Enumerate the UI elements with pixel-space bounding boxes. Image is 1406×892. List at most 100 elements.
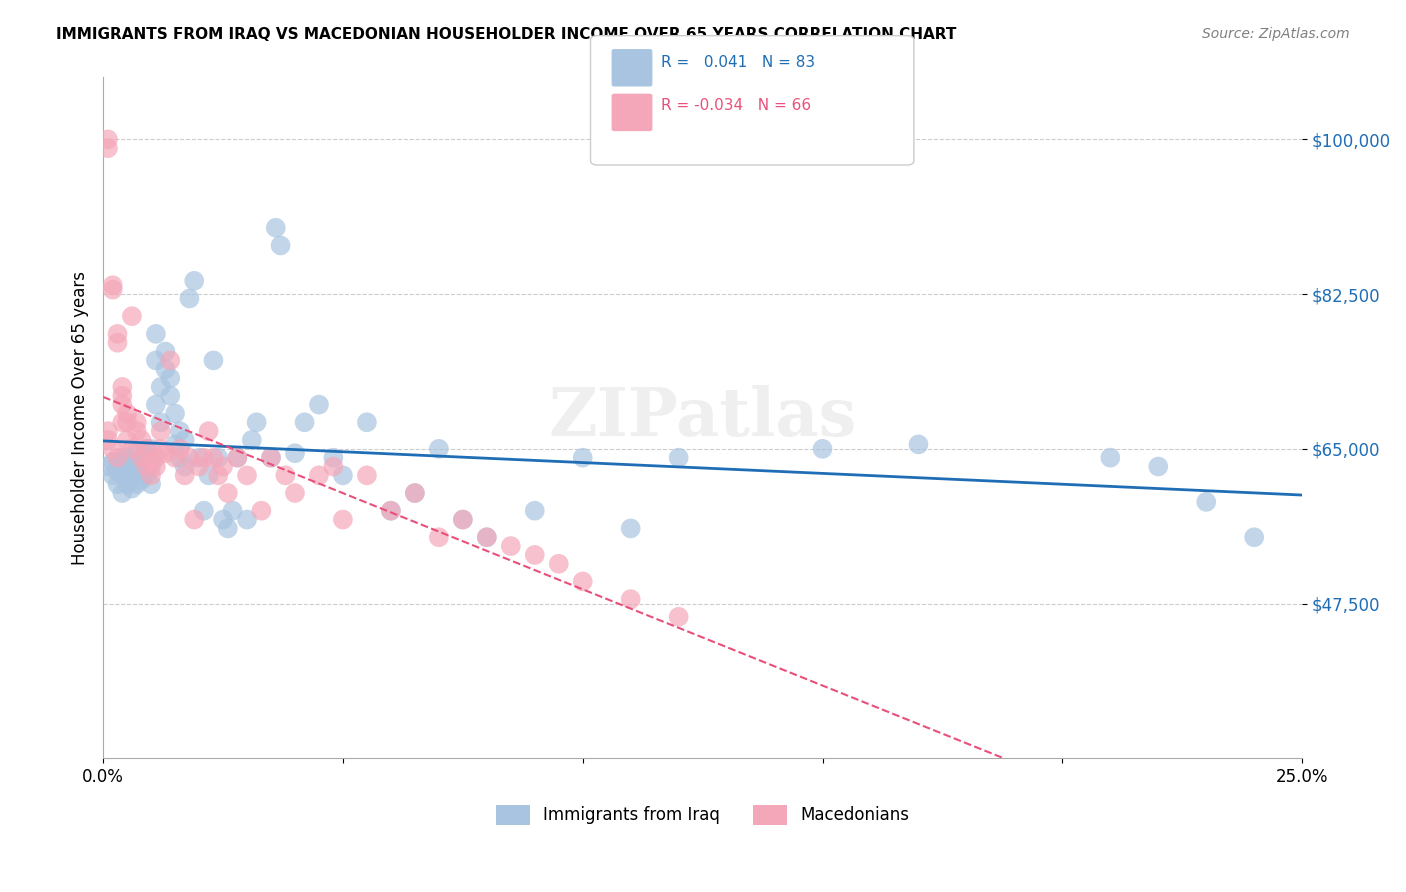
Point <box>111 468 134 483</box>
Point <box>135 459 157 474</box>
Point <box>260 450 283 465</box>
Point <box>111 380 134 394</box>
Point <box>131 459 153 474</box>
Point <box>101 468 124 483</box>
Point <box>107 459 129 474</box>
Point <box>202 450 225 465</box>
Point <box>115 459 138 474</box>
Y-axis label: Householder Income Over 65 years: Householder Income Over 65 years <box>72 271 89 565</box>
Point <box>308 398 330 412</box>
Point <box>107 335 129 350</box>
Point <box>97 424 120 438</box>
Point <box>380 504 402 518</box>
Point <box>308 468 330 483</box>
Point <box>121 309 143 323</box>
Point <box>197 468 219 483</box>
Point <box>668 450 690 465</box>
Point <box>250 504 273 518</box>
Point <box>111 450 134 465</box>
Point <box>107 477 129 491</box>
Point <box>145 450 167 465</box>
Point <box>284 446 307 460</box>
Point <box>451 512 474 526</box>
Point <box>202 353 225 368</box>
Point <box>111 455 134 469</box>
Point <box>404 486 426 500</box>
Point <box>571 574 593 589</box>
Point <box>620 592 643 607</box>
Point <box>145 353 167 368</box>
Point <box>121 482 143 496</box>
Point <box>212 459 235 474</box>
Point <box>620 521 643 535</box>
Point <box>811 442 834 456</box>
Point <box>115 468 138 483</box>
Point <box>322 459 344 474</box>
Point <box>111 389 134 403</box>
Point <box>107 326 129 341</box>
Point <box>115 477 138 491</box>
Point <box>547 557 569 571</box>
Point <box>121 455 143 469</box>
Point <box>145 459 167 474</box>
Point <box>149 415 172 429</box>
Point <box>179 450 201 465</box>
Point <box>135 442 157 456</box>
Point <box>155 362 177 376</box>
Point <box>475 530 498 544</box>
Point <box>236 468 259 483</box>
Point <box>101 283 124 297</box>
Point <box>165 437 187 451</box>
Point <box>107 450 129 465</box>
Point <box>183 512 205 526</box>
Point <box>169 450 191 465</box>
Point <box>356 468 378 483</box>
Point <box>668 610 690 624</box>
Point <box>145 398 167 412</box>
Point <box>139 455 162 469</box>
Point <box>207 450 229 465</box>
Point <box>135 442 157 456</box>
Point <box>571 450 593 465</box>
Text: ZIPatlas: ZIPatlas <box>548 385 856 450</box>
Point <box>284 486 307 500</box>
Point <box>294 415 316 429</box>
Point <box>217 486 239 500</box>
Point <box>125 459 148 474</box>
Point <box>125 415 148 429</box>
Text: Source: ZipAtlas.com: Source: ZipAtlas.com <box>1202 27 1350 41</box>
Point <box>332 468 354 483</box>
Point <box>107 464 129 478</box>
Point <box>260 450 283 465</box>
Point <box>207 468 229 483</box>
Point <box>188 459 211 474</box>
Point <box>221 504 243 518</box>
Point <box>270 238 292 252</box>
Point <box>159 389 181 403</box>
Point <box>179 292 201 306</box>
Point <box>264 220 287 235</box>
Point <box>97 459 120 474</box>
Point <box>149 424 172 438</box>
Point <box>121 468 143 483</box>
Point <box>188 450 211 465</box>
Point <box>226 450 249 465</box>
Point <box>145 326 167 341</box>
Point <box>131 473 153 487</box>
Point <box>193 450 215 465</box>
Point <box>217 521 239 535</box>
Point <box>111 486 134 500</box>
Point <box>139 459 162 474</box>
Point <box>173 459 195 474</box>
Text: R =   0.041   N = 83: R = 0.041 N = 83 <box>661 55 815 70</box>
Point <box>499 539 522 553</box>
Point <box>1147 459 1170 474</box>
Point <box>169 442 191 456</box>
Point <box>197 424 219 438</box>
Point <box>135 468 157 483</box>
Point <box>523 504 546 518</box>
Point <box>1243 530 1265 544</box>
Text: R = -0.034   N = 66: R = -0.034 N = 66 <box>661 98 811 112</box>
Point <box>139 468 162 483</box>
Point <box>159 353 181 368</box>
